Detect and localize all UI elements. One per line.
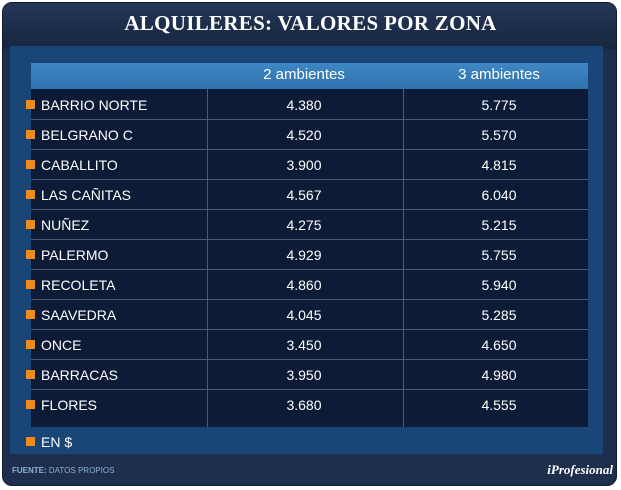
title-bar [3, 3, 616, 49]
unit-note: EN $ [41, 434, 73, 450]
bullet-icon [26, 370, 35, 379]
zone-label: BELGRANO C [41, 127, 133, 143]
bullet-icon [26, 220, 35, 229]
zone-label: BARRACAS [41, 367, 119, 383]
bullet-icon [26, 160, 35, 169]
zone-label: NUÑEZ [41, 217, 90, 233]
chart-title: ALQUILERES: VALORES POR ZONA [124, 11, 497, 35]
zone-label: SAAVEDRA [41, 307, 117, 323]
value-2-ambientes: 4.520 [286, 127, 322, 143]
value-3-ambientes: 5.755 [481, 247, 517, 263]
zone-label: BARRIO NORTE [41, 97, 148, 113]
row-divider [31, 389, 588, 390]
value-3-ambientes: 5.215 [481, 217, 517, 233]
zone-label: CABALLITO [41, 157, 118, 173]
value-2-ambientes: 3.680 [286, 397, 322, 413]
value-2-ambientes: 4.929 [286, 247, 322, 263]
row-divider [31, 359, 588, 360]
row-divider [31, 329, 588, 330]
column-divider [207, 89, 208, 427]
value-2-ambientes: 3.950 [286, 367, 322, 383]
row-divider [31, 179, 588, 180]
zone-label: PALERMO [41, 247, 109, 263]
row-divider [31, 119, 588, 120]
value-2-ambientes: 3.450 [286, 337, 322, 353]
bullet-icon [26, 130, 35, 139]
value-3-ambientes: 5.285 [481, 307, 517, 323]
value-2-ambientes: 4.275 [286, 217, 322, 233]
source-note: FUENTE: DATOS PROPIOS [12, 466, 114, 475]
zone-label: RECOLETA [41, 277, 116, 293]
bullet-icon [26, 340, 35, 349]
column-divider [403, 89, 404, 427]
table-header [31, 63, 588, 89]
zone-label: LAS CAÑITAS [41, 187, 131, 203]
bullet-icon [26, 280, 35, 289]
value-3-ambientes: 5.940 [481, 277, 517, 293]
value-2-ambientes: 3.900 [286, 157, 322, 173]
value-3-ambientes: 5.775 [481, 97, 517, 113]
column-header-3-ambientes: 3 ambientes [458, 66, 540, 83]
value-2-ambientes: 4.380 [286, 97, 322, 113]
source-label: FUENTE: [12, 466, 47, 475]
bullet-icon [26, 100, 35, 109]
bullet-icon [26, 250, 35, 259]
value-3-ambientes: 4.650 [481, 337, 517, 353]
value-3-ambientes: 4.555 [481, 397, 517, 413]
bullet-icon [26, 400, 35, 409]
zone-label: ONCE [41, 337, 82, 353]
value-3-ambientes: 4.815 [481, 157, 517, 173]
bullet-icon [26, 437, 35, 446]
row-divider [31, 209, 588, 210]
bullet-icon [26, 310, 35, 319]
value-2-ambientes: 4.045 [286, 307, 322, 323]
row-divider [31, 239, 588, 240]
zone-label: FLORES [41, 397, 98, 413]
value-2-ambientes: 4.567 [286, 187, 322, 203]
bullet-icon [26, 190, 35, 199]
data-table [31, 63, 588, 427]
brand-logo: iProfesional [547, 462, 613, 477]
value-2-ambientes: 4.860 [286, 277, 322, 293]
column-header-2-ambientes: 2 ambientes [263, 66, 345, 83]
row-divider [31, 269, 588, 270]
value-3-ambientes: 4.980 [481, 367, 517, 383]
value-3-ambientes: 6.040 [481, 187, 517, 203]
row-divider [31, 299, 588, 300]
source-text: DATOS PROPIOS [48, 466, 115, 475]
value-3-ambientes: 5.570 [481, 127, 517, 143]
row-divider [31, 149, 588, 150]
